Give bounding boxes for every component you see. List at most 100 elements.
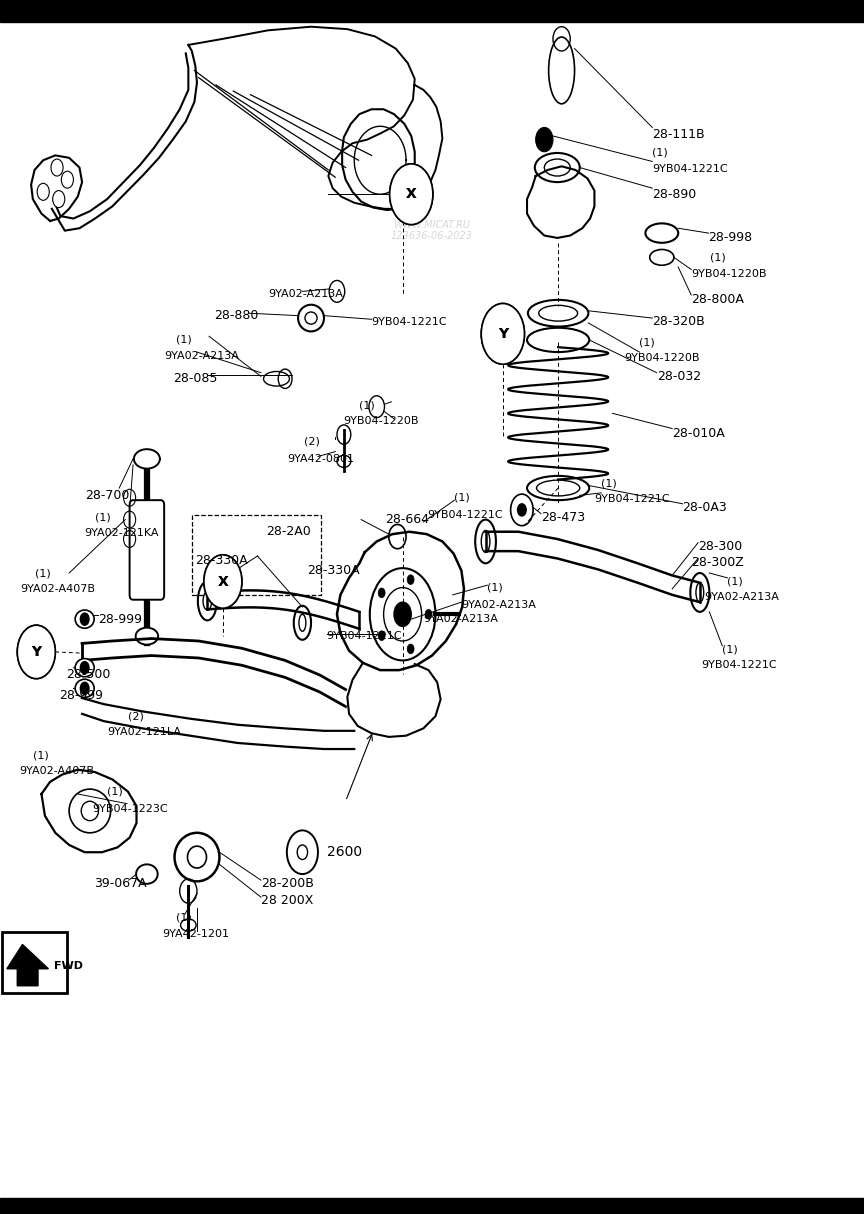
Ellipse shape	[298, 305, 324, 331]
Circle shape	[204, 555, 242, 608]
Text: 9YB04-1221C: 9YB04-1221C	[372, 317, 448, 327]
Text: 2600: 2600	[327, 845, 362, 860]
Circle shape	[407, 645, 414, 654]
Bar	[0, 1198, 864, 1214]
Text: 28-0A3: 28-0A3	[683, 501, 727, 514]
Text: X: X	[218, 574, 228, 589]
Text: 9YA02-A213A: 9YA02-A213A	[164, 351, 239, 361]
Text: (1): (1)	[33, 750, 48, 760]
Text: 9YB04-1221C: 9YB04-1221C	[427, 510, 503, 520]
Text: (1): (1)	[710, 253, 726, 262]
FancyBboxPatch shape	[130, 500, 164, 600]
Text: X: X	[406, 187, 416, 202]
Text: 28-010A: 28-010A	[672, 427, 725, 439]
Bar	[0, 0, 864, 22]
Circle shape	[390, 164, 433, 225]
Text: (1): (1)	[722, 645, 738, 654]
Text: 9YA02-A407B: 9YA02-A407B	[19, 766, 94, 776]
Text: 28-890: 28-890	[652, 188, 696, 200]
Circle shape	[425, 609, 432, 619]
Text: 28-200B: 28-200B	[261, 878, 314, 890]
Ellipse shape	[134, 449, 160, 469]
Text: 28-700: 28-700	[85, 489, 129, 501]
Text: (1): (1)	[487, 583, 503, 592]
Text: 9YB04-1221C: 9YB04-1221C	[594, 494, 670, 504]
Text: (1): (1)	[601, 478, 617, 488]
Text: (1): (1)	[639, 337, 655, 347]
Text: X: X	[406, 187, 416, 202]
Text: 28-880: 28-880	[214, 310, 258, 322]
Text: 28-111B: 28-111B	[652, 129, 705, 141]
Circle shape	[536, 127, 553, 152]
Text: WWW.MICAT.RU
123636-06-2023: WWW.MICAT.RU 123636-06-2023	[391, 220, 473, 242]
Circle shape	[390, 164, 433, 225]
Text: 9YB04-1220B: 9YB04-1220B	[624, 353, 699, 363]
Text: 39-067A: 39-067A	[94, 878, 147, 890]
Text: 9YB04-1220B: 9YB04-1220B	[691, 270, 766, 279]
Circle shape	[17, 625, 55, 679]
Text: X: X	[218, 574, 228, 589]
Text: FWD: FWD	[54, 961, 84, 971]
Text: 28-085: 28-085	[173, 373, 217, 385]
Text: 28-998: 28-998	[708, 232, 753, 244]
Text: 28-300Z: 28-300Z	[691, 556, 744, 568]
Text: 28-300: 28-300	[698, 540, 742, 552]
Text: 28-330A: 28-330A	[195, 555, 248, 567]
Circle shape	[17, 625, 55, 679]
Text: (2): (2)	[304, 437, 320, 447]
Text: 28-500: 28-500	[66, 669, 110, 681]
Text: Y: Y	[498, 327, 508, 341]
Circle shape	[378, 588, 385, 597]
Circle shape	[53, 191, 65, 208]
Circle shape	[80, 682, 89, 694]
Circle shape	[37, 183, 49, 200]
Text: 9YA02-121KA: 9YA02-121KA	[85, 528, 159, 538]
Text: (2): (2)	[128, 711, 143, 721]
Text: 28 200X: 28 200X	[261, 895, 314, 907]
Text: 9YB04-1221C: 9YB04-1221C	[702, 660, 778, 670]
Circle shape	[481, 304, 524, 364]
Text: (1): (1)	[95, 512, 111, 522]
Circle shape	[481, 304, 524, 364]
Text: 28-664: 28-664	[385, 514, 429, 526]
Ellipse shape	[136, 628, 158, 645]
Text: Y: Y	[31, 645, 41, 659]
Text: (1): (1)	[454, 493, 470, 503]
Text: 9YA02-A213A: 9YA02-A213A	[461, 600, 537, 609]
Text: (1): (1)	[727, 577, 743, 586]
Circle shape	[204, 555, 242, 608]
Text: 9YB04-1221C: 9YB04-1221C	[652, 164, 728, 174]
Text: 9YA02-A213A: 9YA02-A213A	[268, 289, 343, 299]
Text: 28-473: 28-473	[541, 511, 585, 523]
Text: 9YA02-A213A: 9YA02-A213A	[704, 592, 779, 602]
Text: 9YA02-A407B: 9YA02-A407B	[21, 584, 96, 594]
Text: 9YA02-A213A: 9YA02-A213A	[423, 614, 499, 624]
Circle shape	[394, 602, 411, 626]
Circle shape	[51, 159, 63, 176]
Text: Y: Y	[498, 327, 508, 341]
Text: 28-800A: 28-800A	[691, 294, 744, 306]
Text: Y: Y	[31, 645, 41, 659]
Ellipse shape	[75, 658, 94, 676]
Text: 9YB04-1223C: 9YB04-1223C	[92, 804, 168, 813]
Text: (1): (1)	[107, 787, 123, 796]
Text: (1): (1)	[176, 913, 192, 923]
Text: 9YA42-0801: 9YA42-0801	[287, 454, 354, 464]
Text: (1): (1)	[359, 401, 374, 410]
Text: 28-2A0: 28-2A0	[266, 526, 311, 538]
Circle shape	[518, 504, 526, 516]
Text: (1): (1)	[652, 148, 668, 158]
Text: (1): (1)	[176, 335, 192, 345]
Text: 9YA42-1201: 9YA42-1201	[162, 929, 230, 938]
Ellipse shape	[75, 609, 94, 629]
Text: 28-320B: 28-320B	[652, 316, 705, 328]
Text: 9YB04-1221C: 9YB04-1221C	[327, 631, 403, 641]
Text: 28-330A: 28-330A	[308, 565, 360, 577]
Text: 28-999: 28-999	[98, 613, 143, 625]
Text: 9YB04-1220B: 9YB04-1220B	[343, 416, 418, 426]
Text: 28-999: 28-999	[59, 690, 103, 702]
Text: 28-032: 28-032	[657, 370, 701, 382]
Text: 9YA02-121LA: 9YA02-121LA	[107, 727, 181, 737]
Circle shape	[80, 613, 89, 625]
Polygon shape	[7, 944, 48, 986]
